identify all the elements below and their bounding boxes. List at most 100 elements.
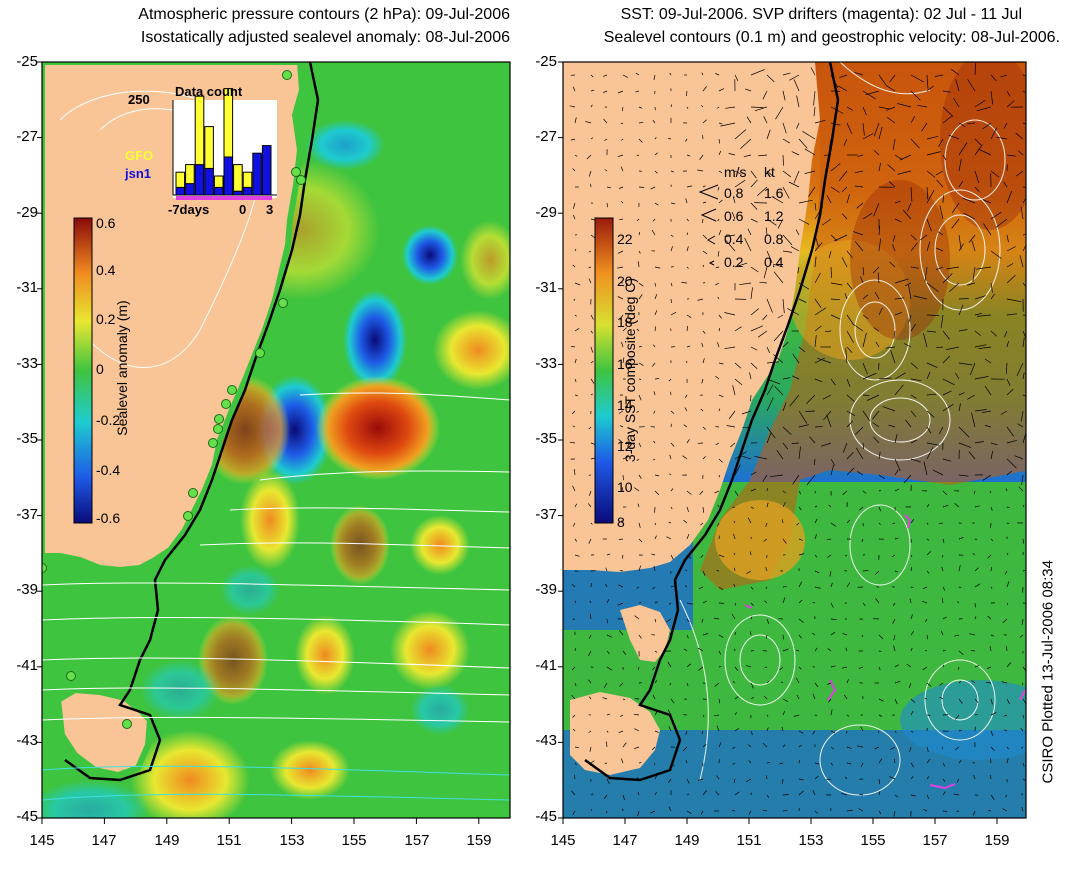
velocity-vector [572, 202, 576, 209]
velocity-vector [926, 410, 935, 418]
velocity-vector [686, 618, 690, 623]
velocity-vector [638, 634, 642, 639]
velocity-vector [894, 384, 904, 396]
velocity-legend-arrow-0.4 [706, 235, 716, 245]
velocity-vector [958, 650, 964, 655]
velocity-vector [590, 314, 594, 320]
velocity-vector [588, 679, 592, 684]
velocity-vector [974, 567, 979, 572]
velocity-vector [935, 266, 944, 271]
velocity-vector [702, 86, 707, 92]
velocity-vector [926, 186, 929, 200]
velocity-vector [617, 90, 624, 94]
velocity-vector [942, 810, 948, 812]
velocity-vector [942, 504, 949, 508]
velocity-vector [958, 362, 973, 366]
velocity-vector [603, 682, 608, 689]
velocity-vector [1017, 150, 1024, 156]
velocity-vector [715, 73, 720, 76]
velocity-vector [926, 634, 929, 640]
velocity-vector [618, 410, 624, 414]
velocity-vector [750, 650, 754, 652]
velocity-vector [654, 170, 658, 174]
shelf-contour-line [64, 62, 320, 782]
velocity-vector [718, 138, 720, 144]
velocity-vector [862, 122, 865, 136]
velocity-vector [793, 79, 800, 92]
velocity-vector [782, 710, 786, 716]
lat-tick-label: -41 [16, 657, 38, 674]
velocity-vector [750, 266, 759, 273]
velocity-vector [846, 194, 850, 204]
velocity-vector [764, 695, 768, 700]
velocity-vector [814, 119, 826, 124]
velocity-vector [958, 329, 968, 332]
velocity-vector [617, 154, 624, 158]
velocity-vector [1006, 552, 1009, 556]
velocity-vector [942, 538, 945, 543]
velocity-vector [956, 778, 960, 783]
velocity-vector [766, 618, 770, 624]
velocity-vector [766, 487, 768, 492]
velocity-vector [620, 714, 624, 717]
velocity-vector [606, 713, 610, 716]
inset-bar-jsn1 [213, 186, 224, 196]
velocity-vector [686, 266, 689, 269]
velocity-vector [765, 522, 768, 528]
velocity-vector [910, 586, 914, 589]
velocity-vector [718, 742, 722, 748]
inset-bar-gfo [223, 88, 234, 158]
velocity-vector [718, 199, 723, 204]
velocity-vector [882, 406, 896, 412]
velocity-vector [862, 372, 877, 380]
velocity-vector [652, 694, 656, 700]
velocity-vector [878, 238, 882, 252]
velocity-vector [781, 519, 784, 524]
velocity-vector [988, 810, 992, 812]
velocity-vector [788, 181, 800, 188]
velocity-vector [685, 138, 688, 142]
velocity-vector [782, 250, 793, 253]
velocity-vector [830, 730, 836, 734]
velocity-vector [972, 266, 976, 282]
velocity-vector [1006, 470, 1013, 476]
velocity-vector [893, 330, 896, 339]
velocity-vector [951, 68, 960, 76]
velocity-vector [618, 730, 624, 734]
velocity-vector [894, 154, 903, 160]
velocity-vector [718, 634, 724, 638]
velocity-vector [814, 272, 821, 284]
velocity-vector [926, 522, 929, 525]
velocity-vector [872, 422, 880, 428]
velocity-vector [585, 120, 592, 124]
velocity-vector [942, 273, 953, 284]
velocity-vector [828, 250, 832, 259]
velocity-vector [766, 218, 777, 226]
velocity-vector [941, 746, 944, 750]
velocity-vector [571, 790, 576, 796]
velocity-vector [894, 311, 903, 316]
velocity-vector [634, 615, 640, 620]
velocity-vector [936, 179, 944, 188]
velocity-vector [910, 323, 916, 332]
velocity-vector [766, 361, 779, 364]
velocity-vector [766, 384, 774, 396]
velocity-vector [792, 474, 800, 485]
sla-cb-tick: -0.4 [96, 462, 121, 478]
velocity-vector [718, 554, 725, 558]
velocity-vector [862, 266, 865, 276]
velocity-vector [830, 464, 834, 476]
velocity-vector [926, 426, 932, 434]
velocity-vector [574, 358, 577, 364]
velocity-vector [702, 185, 706, 188]
velocity-vector [779, 666, 784, 671]
velocity-vector [942, 616, 947, 620]
velocity-vector [620, 122, 624, 125]
velocity-vector [717, 250, 720, 257]
velocity-vector [894, 537, 899, 540]
velocity-vector [974, 376, 989, 380]
sla-colorbar [73, 217, 93, 524]
velocity-vector [908, 682, 912, 689]
velocity-vector [782, 634, 784, 640]
